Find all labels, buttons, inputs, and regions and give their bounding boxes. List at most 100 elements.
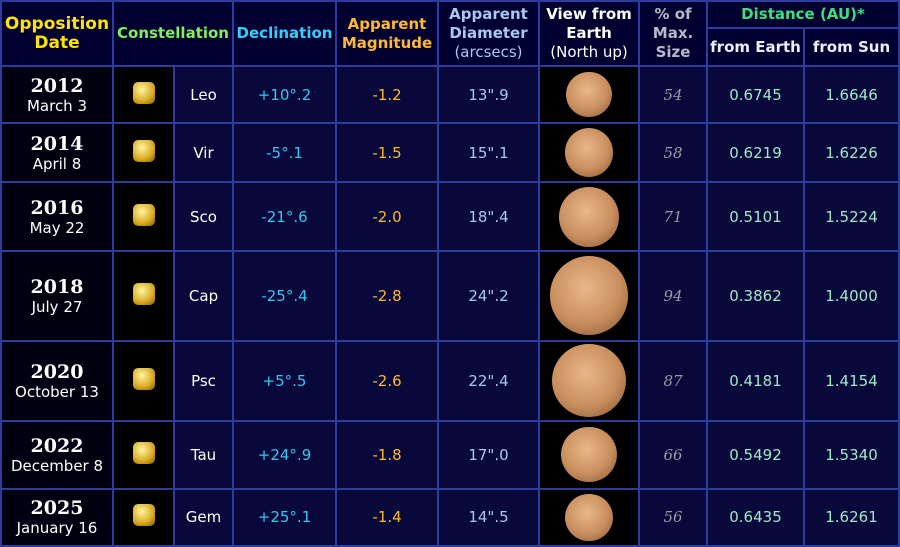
magnitude: -2.0 xyxy=(335,181,439,253)
mars-image xyxy=(565,493,613,541)
magnitude: -1.8 xyxy=(335,419,439,490)
zodiac-icon xyxy=(132,203,155,226)
year: 2012 xyxy=(30,74,84,97)
declination: +10°.2 xyxy=(232,64,337,125)
year: 2016 xyxy=(30,196,84,219)
declination: -5°.1 xyxy=(232,122,337,184)
mars-image xyxy=(564,128,614,178)
constellation: Vir xyxy=(173,122,234,184)
symbol-cell xyxy=(112,64,175,125)
row: 2020 October 13 Psc +5°.5 -2.6 22".4 87 0.4181 1… xyxy=(0,339,900,422)
declination: -21°.6 xyxy=(232,181,337,253)
row: 2016 May 22 Sco -21°.6 -2.0 18".4 71 0.5101 1.52… xyxy=(0,181,900,253)
header-date: Opposition Date xyxy=(0,0,114,67)
table-body: 2012 March 3 Leo +10°.2 -1.2 13".9 54 0.6745 1.6… xyxy=(0,64,900,547)
symbol-cell xyxy=(112,419,175,490)
magnitude: -2.8 xyxy=(335,250,439,342)
row: 2025 January 16 Gem +25°.1 -1.4 14".5 56 0.6435… xyxy=(0,487,900,547)
view-cell xyxy=(538,419,640,490)
zodiac-icon xyxy=(132,139,155,162)
constellation: Leo xyxy=(173,64,234,125)
size-percent: 56 xyxy=(638,487,708,547)
diameter: 22".4 xyxy=(437,339,540,422)
header-declination: Declination xyxy=(232,0,337,67)
row: 2014 April 8 Vir -5°.1 -1.5 15".1 58 0.6219 1.62… xyxy=(0,122,900,184)
header-from-earth: from Earth xyxy=(706,27,805,67)
header-view-note: (North up) xyxy=(550,43,628,61)
zodiac-icon xyxy=(132,81,155,104)
distance-sun: 1.5224 xyxy=(802,181,900,253)
distance-earth: 0.6745 xyxy=(706,64,805,125)
magnitude: -1.2 xyxy=(335,64,439,125)
constellation: Sco xyxy=(173,181,234,253)
distance-sun: 1.6646 xyxy=(802,64,900,125)
row: 2018 July 27 Cap -25°.4 -2.8 24".2 94 0.3862 1.4… xyxy=(0,250,900,342)
diameter: 17".0 xyxy=(437,419,540,490)
zodiac-icon xyxy=(132,441,155,464)
distance-sun: 1.4154 xyxy=(802,339,900,422)
constellation: Psc xyxy=(173,339,234,422)
date-cell: 2022 December 8 xyxy=(0,419,114,490)
year: 2022 xyxy=(30,434,84,457)
date: March 3 xyxy=(26,96,88,115)
mars-image xyxy=(552,344,626,418)
year: 2025 xyxy=(30,497,84,520)
magnitude: -1.4 xyxy=(335,487,439,547)
date: May 22 xyxy=(29,218,85,237)
year: 2014 xyxy=(30,132,84,155)
diameter: 18".4 xyxy=(437,181,540,253)
row: 2012 March 3 Leo +10°.2 -1.2 13".9 54 0.6745 1.6… xyxy=(0,64,900,125)
view-cell xyxy=(538,339,640,422)
header-diameter-title: Apparent Diameter xyxy=(449,5,528,42)
distance-sun: 1.6261 xyxy=(802,487,900,547)
size-percent: 94 xyxy=(638,250,708,342)
date-cell: 2014 April 8 xyxy=(0,122,114,184)
header-diameter-unit: (arcsecs) xyxy=(454,43,523,61)
date-cell: 2025 January 16 xyxy=(0,487,114,547)
size-percent: 54 xyxy=(638,64,708,125)
constellation: Tau xyxy=(173,419,234,490)
distance-earth: 0.5101 xyxy=(706,181,805,253)
size-percent: 71 xyxy=(638,181,708,253)
symbol-cell xyxy=(112,122,175,184)
header-view: View from Earth (North up) xyxy=(538,0,640,67)
distance-sun: 1.5340 xyxy=(802,419,900,490)
magnitude: -1.5 xyxy=(335,122,439,184)
view-cell xyxy=(538,181,640,253)
distance-earth: 0.6219 xyxy=(706,122,805,184)
diameter: 14".5 xyxy=(437,487,540,547)
symbol-cell xyxy=(112,250,175,342)
declination: +5°.5 xyxy=(232,339,337,422)
view-cell xyxy=(538,487,640,547)
header-from-sun: from Sun xyxy=(802,27,900,67)
view-cell xyxy=(538,250,640,342)
mars-image xyxy=(549,256,629,336)
date-cell: 2020 October 13 xyxy=(0,339,114,422)
size-percent: 87 xyxy=(638,339,708,422)
year: 2018 xyxy=(30,275,84,298)
distance-sun: 1.6226 xyxy=(802,122,900,184)
header-size: % of Max. Size xyxy=(638,0,708,67)
distance-earth: 0.4181 xyxy=(706,339,805,422)
date: December 8 xyxy=(10,456,104,475)
date: April 8 xyxy=(32,154,82,173)
constellation: Cap xyxy=(173,250,234,342)
declination: +24°.9 xyxy=(232,419,337,490)
magnitude: -2.6 xyxy=(335,339,439,422)
date-cell: 2016 May 22 xyxy=(0,181,114,253)
distance-sun: 1.4000 xyxy=(802,250,900,342)
zodiac-icon xyxy=(132,282,155,305)
symbol-cell xyxy=(112,339,175,422)
header-view-title: View from Earth xyxy=(546,5,632,42)
header-distance: Distance (AU)* xyxy=(705,0,900,29)
distance-earth: 0.3862 xyxy=(706,250,805,342)
header-constellation: Constellation xyxy=(112,0,234,67)
date: July 27 xyxy=(31,297,83,316)
view-cell xyxy=(538,64,640,125)
zodiac-icon xyxy=(132,504,155,527)
date: January 16 xyxy=(16,519,98,538)
view-cell xyxy=(538,122,640,184)
constellation: Gem xyxy=(173,487,234,547)
